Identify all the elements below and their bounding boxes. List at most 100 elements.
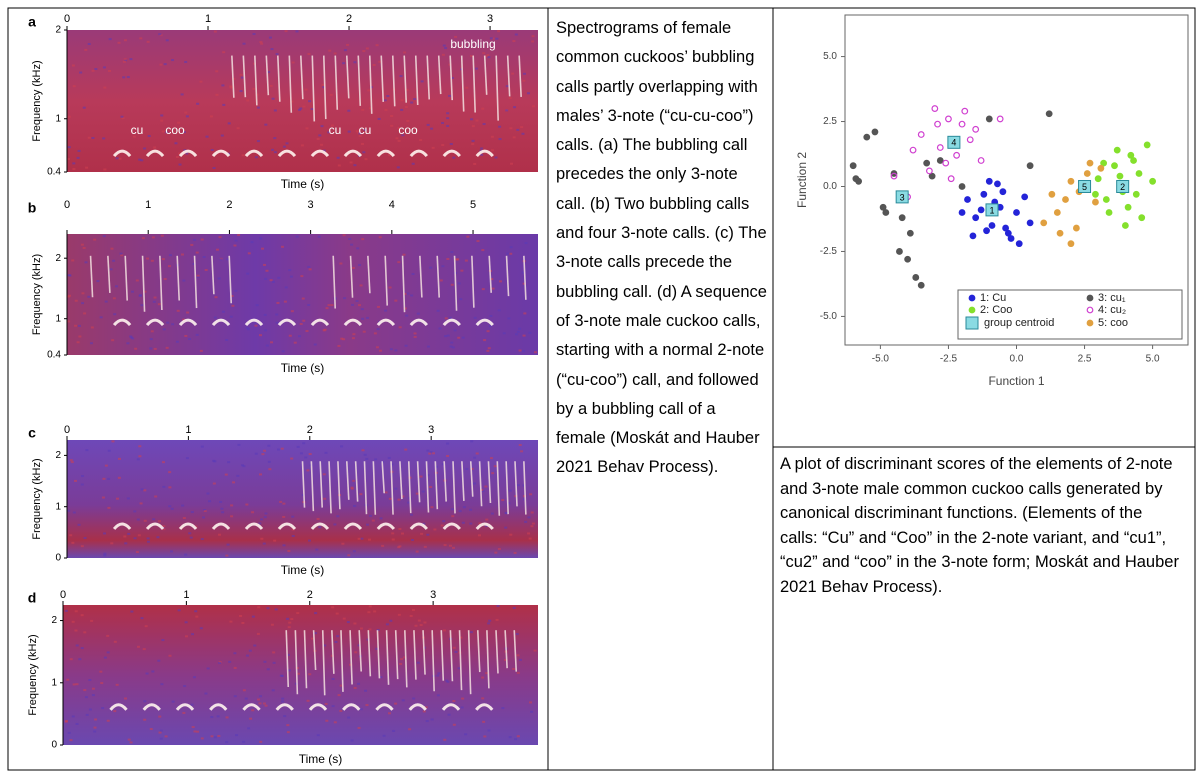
spectrogram-texture: [124, 255, 129, 301]
spectrogram-texture: [343, 49, 347, 52]
data-point: [1083, 170, 1091, 177]
spectrogram-texture: [89, 255, 94, 298]
spectrogram-texture: [259, 237, 263, 240]
spectrogram-texture: [72, 162, 76, 165]
spectrogram-texture: [438, 327, 442, 330]
spectrogram-texture: [360, 308, 364, 311]
spectrogram-texture: [491, 37, 495, 40]
spectrogram-texture: [436, 309, 440, 312]
y-tick-label: 2: [55, 450, 61, 461]
spectrogram-texture: [259, 740, 263, 743]
spectrogram-texture: [419, 475, 423, 478]
y-axis-label: Frequency (kHz): [31, 254, 43, 335]
spectrogram-texture: [322, 55, 327, 120]
spectrogram-texture: [521, 132, 525, 135]
spectrogram-texture: [183, 685, 187, 688]
spectrogram-texture: [288, 55, 293, 113]
spectrogram-texture: [498, 125, 502, 128]
data-point: [909, 146, 917, 154]
spectrogram-texture: [170, 507, 174, 510]
spectrogram-texture: [352, 479, 356, 482]
spectrogram-texture: [375, 346, 379, 349]
spectrogram-texture: [199, 80, 203, 83]
spectrogram-texture: [164, 735, 168, 738]
spectrogram-texture: [465, 86, 469, 89]
spectrogram-texture: [233, 652, 237, 655]
spectrogram-texture: [145, 672, 149, 675]
spectrogram-texture: [495, 37, 499, 40]
spectrogram-texture: [304, 456, 308, 459]
y-tick-label: -2.5: [820, 246, 838, 257]
spectrogram-texture: [358, 264, 362, 267]
spectrogram-texture: [483, 339, 487, 342]
spectrogram-texture: [360, 537, 364, 540]
spectrogram-texture: [265, 344, 269, 347]
spectrogram-texture: [210, 716, 214, 719]
spectrogram-texture: [103, 552, 107, 555]
spectrogram-texture: [113, 710, 117, 713]
spectrogram-texture: [122, 76, 126, 79]
spectrogram-texture: [269, 84, 273, 87]
spectrogram-texture: [376, 522, 396, 530]
spectrogram-texture: [308, 268, 312, 271]
spectrogram-texture: [403, 51, 407, 54]
spectrogram-texture: [213, 30, 217, 33]
spectrogram-texture: [343, 522, 363, 530]
spectrogram-texture: [259, 695, 263, 698]
spectrogram-texture: [516, 671, 520, 674]
spectrogram-texture: [441, 121, 445, 124]
spectrogram-texture: [362, 330, 366, 333]
spectrogram-texture: [364, 689, 368, 692]
spectrogram-texture: [452, 700, 456, 703]
spectrogram-texture: [423, 545, 427, 548]
spectrogram-texture: [232, 481, 236, 484]
y-axis-label: Frequency (kHz): [31, 458, 43, 539]
spectrogram-texture: [401, 134, 405, 137]
spectrogram-texture: [405, 88, 409, 91]
spectrogram-texture: [512, 606, 516, 609]
spectrogram-texture: [508, 736, 512, 739]
spectrogram-texture: [72, 683, 76, 686]
spectrogram-texture: [407, 461, 412, 514]
spectrogram-texture: [154, 495, 158, 498]
spectrogram-texture: [516, 484, 520, 487]
spectrogram-texture: [282, 544, 286, 547]
spectrogram-texture: [286, 617, 290, 620]
spectrogram-texture: [478, 461, 483, 507]
spectrogram-texture: [67, 157, 71, 160]
data-point: [1127, 151, 1135, 159]
spectrogram-texture: [78, 658, 82, 661]
x-axis-label: Time (s): [281, 361, 325, 375]
y-tick-label: 5.0: [823, 51, 837, 62]
data-point: [964, 196, 971, 203]
spectrogram-texture: [281, 350, 285, 353]
spectrogram-texture: [203, 510, 207, 513]
spectrogram-texture: [403, 307, 407, 310]
spectrogram-texture: [349, 663, 353, 666]
data-point: [1056, 229, 1064, 237]
spectrogram-texture: [175, 340, 179, 343]
spectrogram-texture: [74, 299, 78, 302]
spectrogram-texture: [84, 261, 88, 264]
spectrogram-texture: [422, 522, 426, 525]
spectrogram-texture: [341, 542, 345, 545]
spectrogram-texture: [195, 615, 199, 618]
spectrogram-texture: [239, 73, 243, 76]
spectrogram-texture: [368, 55, 373, 114]
spectrogram-texture: [378, 60, 382, 63]
spectrogram-texture: [67, 146, 71, 149]
x-tick-label: 5: [470, 199, 476, 211]
spectrogram-texture: [64, 720, 68, 723]
x-axis-label: Time (s): [281, 563, 325, 577]
spectrogram-texture: [420, 532, 424, 535]
spectrogram-texture: [102, 235, 106, 238]
spectrogram-texture: [91, 136, 95, 139]
spectrogram-texture: [516, 128, 520, 131]
spectrogram-texture: [290, 310, 294, 313]
data-point: [1113, 146, 1121, 154]
spectrogram-texture: [498, 138, 502, 141]
spectrogram-texture: [512, 40, 516, 43]
spectrogram-texture: [441, 703, 461, 711]
spectrogram-texture: [80, 647, 84, 650]
spectrogram-texture: [136, 645, 140, 648]
